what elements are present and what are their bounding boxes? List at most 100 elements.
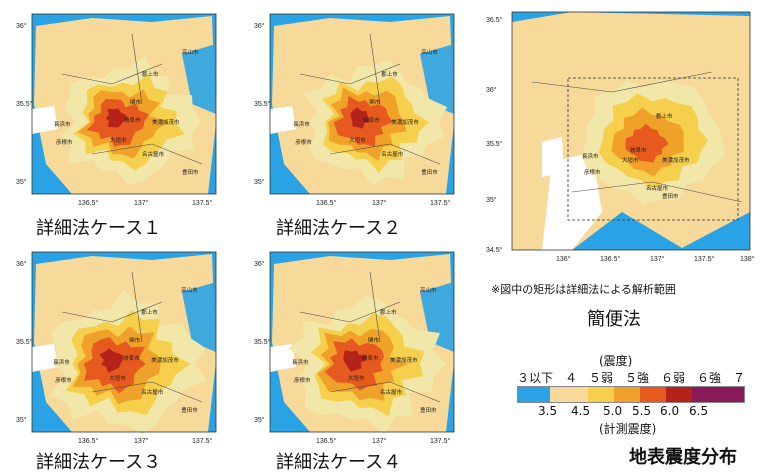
lat-tick-label: 35.5°	[254, 338, 271, 346]
legend-heading: (震度)	[599, 354, 633, 368]
city-label: 名古屋市	[646, 184, 669, 192]
lon-tick-label: 136°	[556, 255, 571, 263]
city-label: 長浜市	[53, 358, 70, 366]
legend-tick: 6.0	[660, 404, 680, 418]
lat-tick-label: 35°	[254, 416, 265, 424]
city-label: 豊田市	[421, 168, 438, 176]
lon-tick-label: 137.5°	[430, 437, 451, 445]
lon-tick-label: 137.5°	[192, 437, 213, 445]
city-label: 大垣市	[109, 374, 126, 382]
city-label: 豊田市	[181, 406, 198, 414]
city-label: 関市	[129, 336, 141, 344]
intensity-6upper	[350, 107, 370, 129]
legend-swatch-5upper	[614, 387, 640, 402]
legend-classes: ３以下 ４ ５弱 ５強 ６弱 ６強 ７	[517, 371, 746, 385]
lon-tick-label: 137°	[372, 437, 387, 445]
city-label: 長浜市	[293, 120, 310, 128]
city-label: 彦根市	[294, 376, 311, 384]
city-label: 豊田市	[420, 406, 437, 414]
lake	[32, 106, 58, 134]
legend-tick: 6.5	[689, 404, 709, 418]
lat-tick-label: 35°	[16, 416, 27, 424]
figure-title: 地表震度分布	[629, 447, 737, 468]
lat-tick-label: 36°	[16, 260, 27, 268]
lon-tick-label: 136.5°	[316, 199, 337, 207]
lat-tick-label: 34.5°	[486, 246, 503, 254]
city-label: 岐阜市	[630, 146, 647, 154]
city-label: 名古屋市	[142, 150, 165, 158]
legend-footer: (計測震度)	[599, 422, 657, 436]
lat-tick-label: 36°	[486, 86, 497, 94]
legend-tick: 5.5	[632, 404, 652, 418]
city-label: 高山市	[182, 48, 199, 56]
city-label: 美濃加茂市	[390, 356, 418, 364]
caption-case4: 詳細法ケース４	[276, 452, 402, 473]
city-label: 大垣市	[622, 156, 639, 164]
caption-case1: 詳細法ケース１	[36, 218, 162, 239]
map-simple: 郡上市 長浜市 彦根市 大垣市 岐阜市 美濃加茂市 名古屋市 豊田市 36.5° 36° 35.5°…	[486, 8, 756, 278]
map-border	[269, 251, 455, 433]
legend-tick: 5.0	[603, 404, 623, 418]
lon-tick-label: 137.5°	[192, 199, 213, 207]
map-border	[31, 13, 217, 195]
lon-tick-label: 137°	[372, 199, 387, 207]
city-label: 美濃加茂市	[151, 356, 179, 364]
lat-tick-label: 35°	[16, 178, 27, 186]
caption-simple: 簡便法	[587, 309, 641, 330]
intensity-6upper	[99, 348, 123, 373]
city-label: 高山市	[420, 286, 437, 294]
prefecture-boundaries	[299, 33, 441, 165]
legend-swatch-7	[692, 387, 744, 402]
low-zone	[420, 44, 454, 114]
city-label: 名古屋市	[141, 388, 164, 396]
intensity-6upper	[105, 108, 128, 128]
caption-case2: 詳細法ケース２	[276, 218, 402, 239]
city-label: 彦根市	[584, 168, 601, 176]
lon-tick-label: 136.5°	[78, 199, 99, 207]
city-label: 関市	[130, 98, 142, 106]
city-label: 郡上市	[142, 70, 159, 78]
city-label: 郡上市	[141, 308, 158, 316]
map-case3: 郡上市 高山市 関市 美濃加茂市 長浜市 彦根市 大垣市 岐阜市 名古屋市 豊田市 36° 35.5°…	[14, 246, 228, 449]
legend-swatch-le3	[518, 387, 550, 402]
lon-tick-label: 136.5°	[78, 437, 99, 445]
map-case4: 郡上市 高山市 関市 美濃加茂市 長浜市 彦根市 大垣市 岐阜市 名古屋市 豊田市 36° 35.5°…	[252, 246, 466, 449]
lat-tick-label: 35.5°	[486, 140, 503, 148]
lat-tick-label: 36°	[254, 260, 265, 268]
city-label: 長浜市	[292, 358, 309, 366]
lon-tick-label: 137.5°	[430, 199, 451, 207]
lon-tick-label: 136.5°	[316, 437, 337, 445]
legend-swatch-5lower-a	[588, 387, 614, 402]
lake	[270, 344, 296, 372]
city-label: 美濃加茂市	[152, 118, 180, 126]
low-zone	[182, 282, 216, 352]
city-label: 関市	[368, 336, 380, 344]
map-border	[511, 11, 751, 251]
map-border	[31, 251, 217, 433]
lon-tick-label: 137.5°	[694, 255, 715, 263]
city-label: 彦根市	[295, 138, 312, 146]
city-label: 名古屋市	[381, 150, 404, 158]
city-label: 彦根市	[55, 376, 72, 384]
lon-tick-label: 138°	[740, 255, 755, 263]
lat-tick-label: 35.5°	[254, 100, 271, 108]
lat-tick-label: 35.5°	[16, 100, 33, 108]
lon-tick-label: 137°	[134, 437, 149, 445]
city-label: 大垣市	[110, 136, 127, 144]
city-label: 高山市	[181, 286, 198, 294]
intensity-6lower	[625, 123, 669, 163]
city-label: 豊田市	[662, 192, 679, 200]
legend-colorbar	[517, 386, 745, 403]
city-label: 高山市	[421, 48, 438, 56]
city-label: 名古屋市	[380, 388, 403, 396]
city-label: 関市	[369, 98, 381, 106]
city-label: 大垣市	[348, 374, 365, 382]
lake	[32, 344, 58, 372]
